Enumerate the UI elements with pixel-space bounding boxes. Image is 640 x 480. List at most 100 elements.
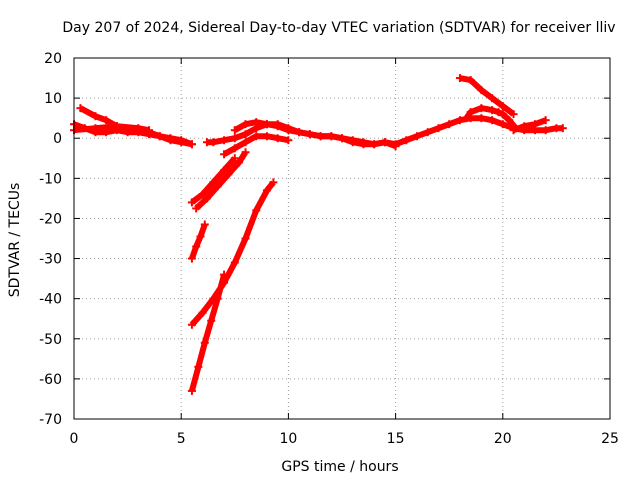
y-tick-label: 10 <box>44 91 62 107</box>
data-point <box>530 120 539 129</box>
series-line-arc-8 <box>512 117 547 134</box>
data-point <box>284 136 293 145</box>
data-point <box>391 142 400 151</box>
data-point <box>477 86 486 95</box>
data-point <box>262 186 271 195</box>
y-tick-label: -10 <box>39 171 62 187</box>
data-point <box>194 362 203 371</box>
data-point <box>520 122 529 131</box>
series-line-arc-12 <box>189 223 208 260</box>
data-point <box>145 126 154 135</box>
data-point <box>209 138 218 147</box>
data-point <box>200 220 209 229</box>
x-tick-label: 20 <box>494 431 512 447</box>
y-tick-label: -20 <box>39 211 62 227</box>
x-tick-label: 5 <box>177 431 186 447</box>
data-point <box>477 114 486 123</box>
y-tick-label: 20 <box>44 51 62 67</box>
data-point <box>177 136 186 145</box>
y-tick-label: -70 <box>39 412 62 428</box>
data-point <box>488 94 497 103</box>
y-axis-label: SDTVAR / TECUs <box>7 183 23 298</box>
data-point <box>509 110 518 119</box>
data-point <box>327 132 336 141</box>
data-point <box>220 166 229 175</box>
data-point <box>76 104 85 113</box>
axis-ticks: 0 5 10 15 20 25 20 10 0 -10 -20 -30 -40 -50 -60 -70 <box>39 51 619 447</box>
data-point <box>509 126 518 135</box>
plot-frame <box>73 57 611 420</box>
data-point <box>434 124 443 133</box>
chart-title: Day 207 of 2024, Sidereal Day-to-day VTE… <box>62 20 615 36</box>
y-tick-label: -40 <box>39 292 62 308</box>
data-point <box>196 232 205 241</box>
data-point <box>209 178 218 187</box>
data-point <box>187 140 196 149</box>
data-point <box>241 120 250 129</box>
x-axis-label: GPS time / hours <box>281 459 398 475</box>
grid <box>74 58 610 419</box>
data-point <box>402 136 411 145</box>
data-point <box>187 320 196 329</box>
data-point <box>241 130 250 139</box>
data-point <box>241 148 250 157</box>
data-point <box>235 158 244 167</box>
data-series <box>70 74 567 395</box>
data-point <box>445 120 454 129</box>
data-point <box>262 132 271 141</box>
data-point <box>498 102 507 111</box>
data-point <box>252 132 261 141</box>
x-tick-label: 15 <box>387 431 405 447</box>
series-line-arc-5 <box>233 119 397 150</box>
data-point <box>155 132 164 141</box>
data-point <box>198 190 207 199</box>
data-point <box>187 386 196 395</box>
x-tick-label: 10 <box>279 431 297 447</box>
data-point <box>166 134 175 143</box>
data-point <box>423 128 432 137</box>
data-point <box>230 144 239 153</box>
data-point <box>269 178 278 187</box>
data-point <box>262 120 271 129</box>
data-point <box>224 170 233 179</box>
data-point <box>207 316 216 325</box>
data-point <box>455 74 464 83</box>
x-tick-label: 25 <box>601 431 619 447</box>
x-tick-label: 0 <box>70 431 79 447</box>
data-point <box>187 198 196 207</box>
data-point <box>541 126 550 135</box>
data-point <box>91 112 100 121</box>
data-point <box>198 308 207 317</box>
data-point <box>230 126 239 135</box>
data-point <box>202 194 211 203</box>
data-point <box>462 114 471 123</box>
data-point <box>338 134 346 143</box>
data-point <box>498 110 507 119</box>
y-tick-label: -30 <box>39 252 62 268</box>
data-point <box>91 124 100 133</box>
data-point <box>477 104 486 113</box>
data-point <box>213 182 222 191</box>
data-point <box>220 136 229 145</box>
data-point <box>380 138 389 147</box>
data-point <box>498 120 507 129</box>
data-point <box>558 124 567 133</box>
data-point <box>230 154 239 163</box>
data-point <box>413 132 422 141</box>
data-point <box>466 76 475 85</box>
data-point <box>488 106 497 115</box>
data-point <box>505 116 514 125</box>
data-point <box>295 128 304 137</box>
data-point <box>134 124 143 133</box>
y-tick-label: -50 <box>39 332 62 348</box>
data-point <box>348 138 357 147</box>
series-line-arc-11 <box>194 150 249 211</box>
data-point <box>209 294 218 303</box>
data-point <box>241 234 250 243</box>
data-point <box>192 204 201 213</box>
data-point <box>230 134 239 143</box>
data-point <box>241 138 250 147</box>
data-point <box>187 254 196 263</box>
data-point <box>541 116 550 125</box>
